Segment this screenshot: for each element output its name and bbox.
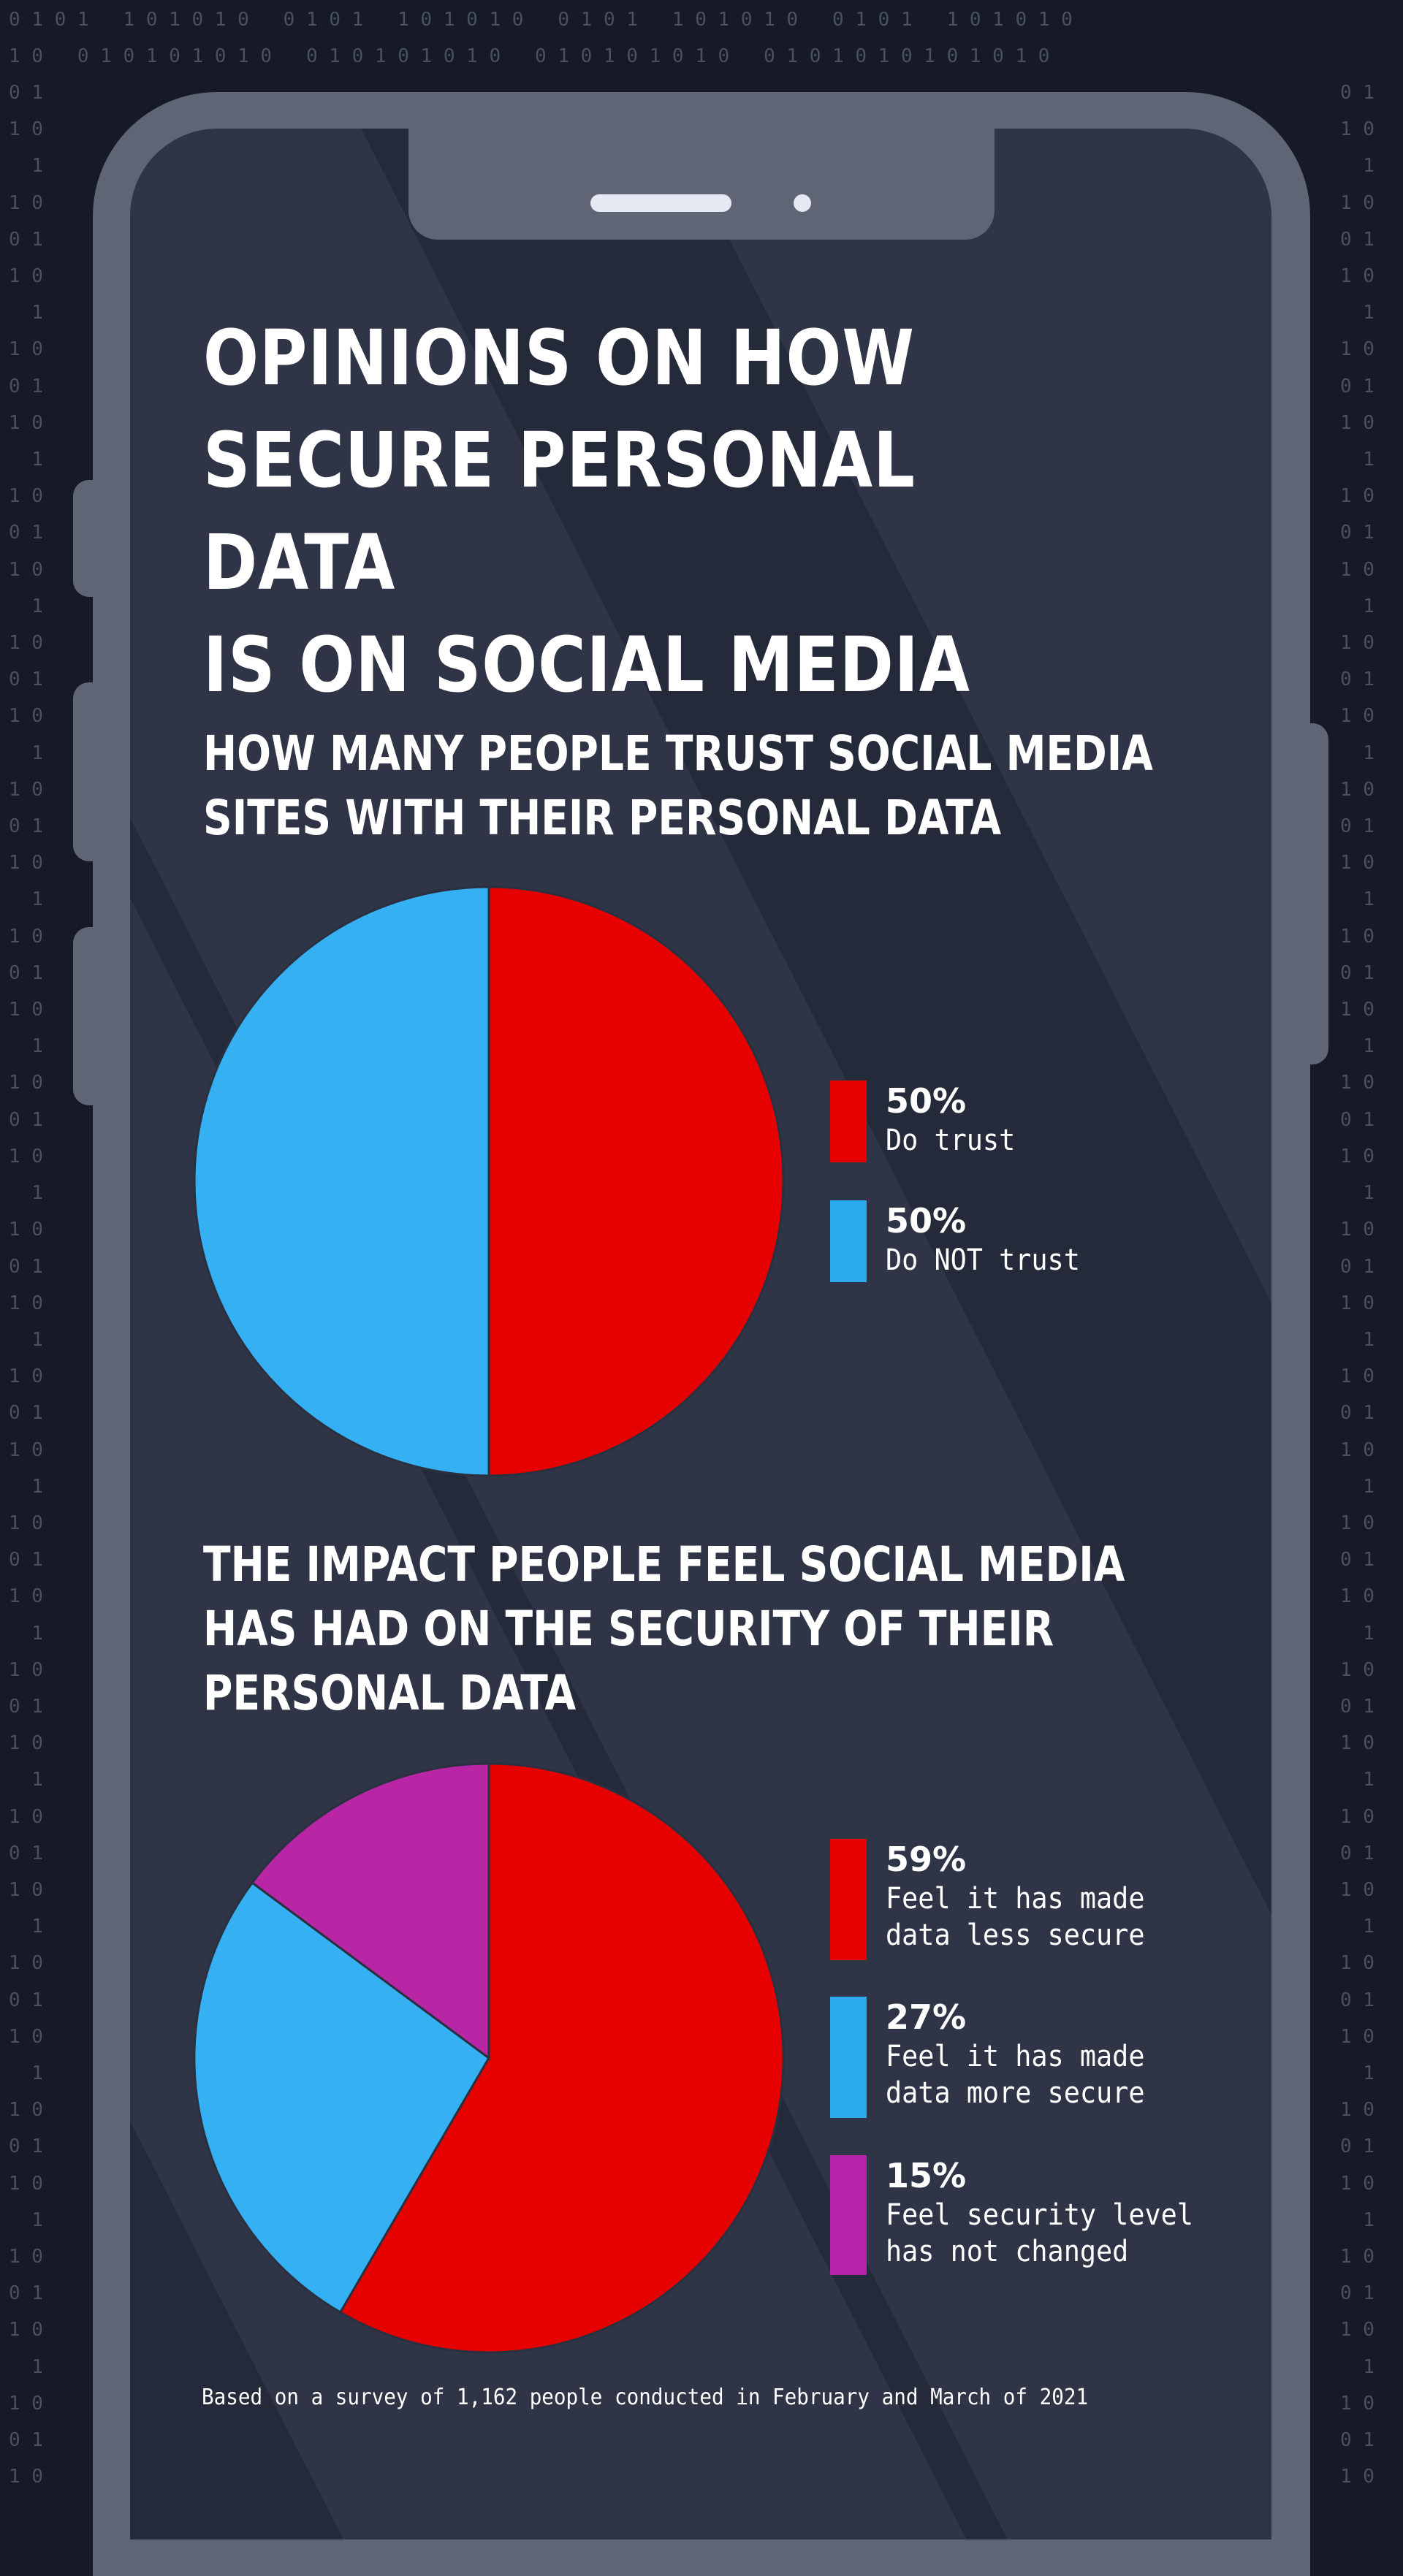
trust-pie-chart <box>193 885 785 1477</box>
binary-background: 0 1 0 1 1 0 1 0 1 0 0 1 0 1 1 0 1 0 1 0 … <box>9 9 1073 67</box>
title-line: SECURE PERSONAL DATA <box>203 416 916 607</box>
heading-line: PERSONAL DATA <box>203 1665 577 1721</box>
front-camera-icon <box>794 194 811 212</box>
legend-swatch <box>830 1997 867 2118</box>
legend-percent: 50% <box>886 1201 967 1241</box>
phone-notch <box>408 110 995 240</box>
legend-swatch <box>830 1200 867 1282</box>
heading-line: HOW MANY PEOPLE TRUST SOCIAL MEDIA <box>203 725 1153 782</box>
section-2-heading: THE IMPACT PEOPLE FEEL SOCIAL MEDIA HAS … <box>203 1533 1155 1726</box>
binary-row: 1 0 0 1 0 1 0 1 0 1 0 0 1 0 1 0 1 0 1 0 … <box>9 45 1050 67</box>
heading-line: THE IMPACT PEOPLE FEEL SOCIAL MEDIA <box>203 1536 1125 1593</box>
legend-label: Feel it has made data more secure <box>886 2040 1145 2110</box>
legend-swatch <box>830 2155 867 2275</box>
impact-pie-slices <box>193 1762 785 2354</box>
legend-percent: 27% <box>886 1997 967 2037</box>
heading-line: HAS HAD ON THE SECURITY OF THEIR <box>203 1601 1054 1657</box>
pie-slice <box>193 1880 490 2314</box>
section-1-heading: HOW MANY PEOPLE TRUST SOCIAL MEDIA SITES… <box>203 722 1155 850</box>
impact-pie-chart <box>193 1762 785 2354</box>
binary-column-right: 0 1 1 0 1 1 0 0 1 1 0 1 1 0 0 1 1 0 1 1 … <box>1340 82 1375 2488</box>
legend-label: Feel security level has not changed <box>886 2198 1193 2268</box>
infographic: OPINIONS ON HOW SECURE PERSONAL DATA IS … <box>193 307 1193 2410</box>
title-line: IS ON SOCIAL MEDIA <box>203 620 970 709</box>
pie-slice <box>338 1762 785 2354</box>
binary-row: 0 1 0 1 1 0 1 0 1 0 0 1 0 1 1 0 1 0 1 0 … <box>9 9 1073 31</box>
speaker-grille-icon <box>590 194 731 212</box>
pie-slice <box>251 1762 490 2060</box>
trust-pie-slices <box>193 885 785 1477</box>
legend-label: Do NOT trust <box>886 1243 1080 1277</box>
page-title: OPINIONS ON HOW SECURE PERSONAL DATA IS … <box>203 307 1108 716</box>
pie-slice <box>487 885 785 1477</box>
legend-percent: 50% <box>886 1081 967 1121</box>
title-line: OPINIONS ON HOW <box>203 313 915 403</box>
binary-column-left: 0 1 1 0 1 1 0 0 1 1 0 1 1 0 0 1 1 0 1 1 … <box>9 82 43 2488</box>
legend-swatch <box>830 1081 867 1162</box>
legend-percent: 15% <box>886 2156 967 2195</box>
pie-slice <box>193 885 490 1477</box>
legend-label: Feel it has made data less secure <box>886 1882 1145 1952</box>
survey-footnote: Based on a survey of 1,162 people conduc… <box>202 2385 1089 2410</box>
legend-percent: 59% <box>886 1840 967 1879</box>
heading-line: SITES WITH THEIR PERSONAL DATA <box>203 790 1002 846</box>
legend-label: Do trust <box>886 1124 1016 1157</box>
legend-swatch <box>830 1839 867 1960</box>
